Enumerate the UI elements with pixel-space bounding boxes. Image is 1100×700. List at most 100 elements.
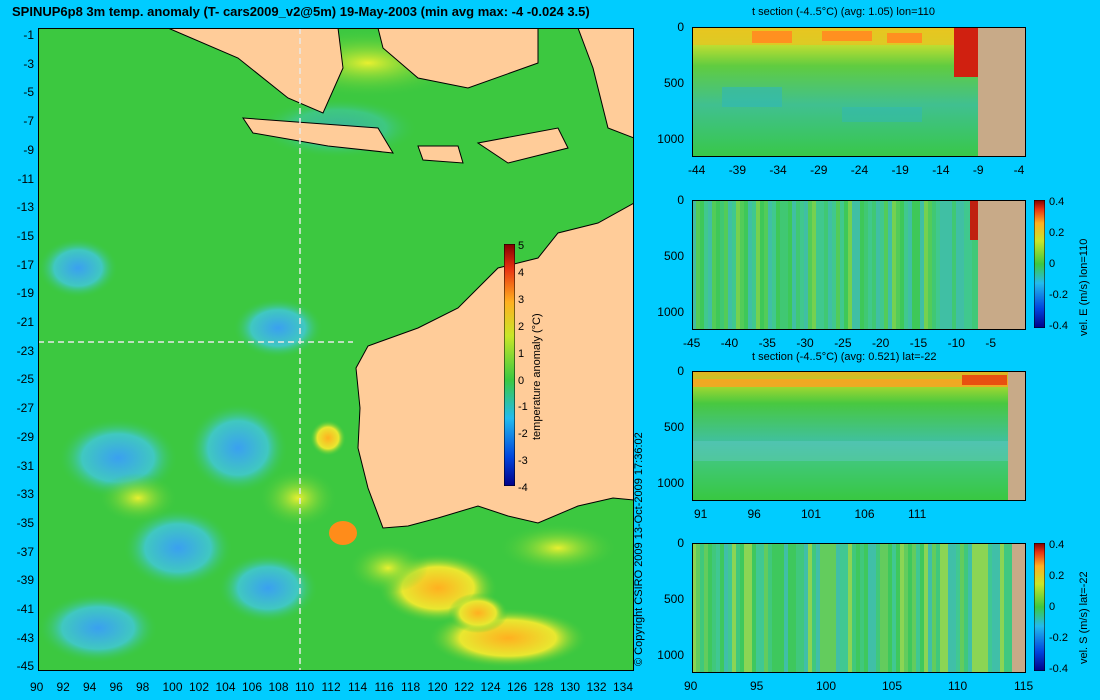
map-y-tick: -17	[16, 257, 34, 272]
map-y-tick: -1	[23, 28, 34, 42]
section-x-tick: 91	[694, 507, 708, 521]
map-y-tick: -41	[16, 602, 34, 616]
section-y-tick: 1000	[657, 476, 684, 490]
section-x-tick: 110	[948, 679, 968, 693]
map-x-tick: 110	[295, 680, 315, 694]
section-y-tick: 0	[677, 364, 684, 378]
section-x-tick: -20	[872, 336, 890, 350]
section-y-tick: 500	[663, 249, 684, 263]
map-x-tick: 102	[189, 680, 210, 694]
section-x-tick: 90	[684, 679, 698, 693]
section-x-tick: -44	[688, 163, 706, 177]
temp-colorbar-tick: 5	[518, 240, 525, 252]
section-y-tick: 1000	[657, 132, 684, 146]
section-x-tick: 105	[882, 679, 903, 693]
temp-colorbar-tick: -3	[518, 455, 528, 468]
section-x-tick: -4	[1013, 163, 1025, 177]
map-y-tick: -13	[16, 200, 34, 215]
map-x-tick: 130	[560, 680, 581, 694]
vel-colorbar-tick: -0.4	[1049, 663, 1068, 675]
section-x-tick: -15	[909, 336, 928, 350]
section-x-tick: 96	[747, 507, 761, 521]
timor	[476, 127, 569, 164]
map-y-tick: -31	[16, 458, 34, 473]
vel-colorbar-tick: 0.2	[1049, 570, 1065, 582]
section-x-tick: -39	[728, 163, 747, 177]
section-x-tick: -45	[683, 336, 701, 350]
map-x-tick: 96	[109, 680, 123, 694]
map-x-tick: 108	[268, 680, 289, 694]
section-x-tick: -40	[720, 336, 739, 350]
map-y-tick: -3	[23, 56, 34, 71]
section-x-tick: -24	[850, 163, 869, 177]
map-y-tick: -45	[16, 659, 34, 674]
borneo	[377, 28, 539, 89]
temp-colorbar-tick: 1	[518, 347, 525, 360]
section-y-tick: 0	[677, 20, 684, 34]
map-x-tick: 122	[454, 680, 475, 694]
map-y-tick: -21	[16, 315, 34, 329]
section-y-tick: 500	[663, 420, 684, 434]
map-y-tick: -9	[23, 142, 34, 157]
map-x-tick: 100	[162, 680, 183, 694]
section-y-tick: 1000	[657, 305, 684, 319]
vel-colorbar-tick: -0.2	[1049, 289, 1068, 301]
section-y-tick: 500	[663, 76, 684, 90]
section-x-tick: -9	[972, 163, 984, 177]
panel4-plot	[692, 543, 1026, 673]
map-y-tick: -43	[16, 630, 34, 645]
section-y-tick: 500	[663, 592, 684, 606]
map-x-tick: 104	[215, 680, 236, 694]
section-x-tick: -14	[932, 163, 950, 177]
vel-colorbar-tick: 0.4	[1049, 196, 1065, 208]
panel2-plot	[692, 200, 1026, 330]
section-x-tick: -35	[758, 336, 776, 350]
map-x-tick: 98	[136, 680, 150, 694]
map-x-tick: 114	[348, 680, 368, 694]
map-x-tick: 132	[586, 680, 607, 694]
panel3-plot	[692, 371, 1026, 501]
section-y-tick: 0	[677, 536, 684, 550]
map-y-tick: -27	[16, 401, 34, 416]
temp-colorbar-tick: 2	[518, 320, 525, 333]
temp-colorbar-label: temperature anomaly (°C)	[531, 313, 543, 440]
panel1-plot	[692, 27, 1026, 157]
section-y-tick: 0	[677, 193, 684, 207]
map-y-tick: -35	[16, 515, 34, 530]
section-x-tick: -19	[891, 163, 909, 177]
map-x-tick: 92	[56, 680, 70, 694]
map-x-tick: 124	[480, 680, 501, 694]
vel-colorbar-tick: -0.2	[1049, 632, 1068, 644]
vel-e-colorbar	[1034, 200, 1045, 328]
map-y-tick: -5	[23, 85, 34, 100]
temp-colorbar-tick: -4	[518, 482, 528, 495]
panel3-title: t section (-4..5°C) (avg: 0.521) lat=-22	[752, 351, 937, 363]
warm-eddies	[98, 28, 618, 668]
bali-lombok	[417, 145, 464, 164]
section-x-tick: 115	[1014, 679, 1034, 693]
section-x-tick: 100	[816, 679, 837, 693]
map-y-tick: -19	[16, 286, 34, 301]
vel-colorbar-tick: 0.4	[1049, 539, 1065, 551]
map-y-tick: -11	[17, 171, 34, 186]
vel-e-colorbar-label: vel. E (m/s) lon=110	[1078, 238, 1090, 336]
temp-colorbar-tick: -1	[518, 401, 528, 414]
main-title: SPINUP6p8 3m temp. anomaly (T- cars2009_…	[12, 4, 590, 19]
map-plot	[38, 28, 634, 671]
map-x-tick: 118	[401, 680, 421, 694]
map-x-tick: 126	[507, 680, 528, 694]
vel-s-colorbar	[1034, 543, 1045, 671]
temp-colorbar-tick: 0	[518, 374, 525, 387]
section-x-tick: -29	[810, 163, 828, 177]
section-x-tick: -30	[796, 336, 814, 350]
australia	[355, 202, 634, 529]
map-y-tick: -29	[16, 429, 34, 444]
vel-colorbar-tick: 0.2	[1049, 227, 1065, 239]
map-x-tick: 94	[83, 680, 97, 694]
sulawesi	[577, 28, 634, 139]
map-x-tick: 128	[533, 680, 554, 694]
map-y-tick: -33	[16, 487, 34, 502]
section-x-tick: 106	[854, 507, 875, 521]
map-y-tick: -23	[16, 343, 34, 358]
vel-colorbar-tick: -0.4	[1049, 320, 1068, 332]
